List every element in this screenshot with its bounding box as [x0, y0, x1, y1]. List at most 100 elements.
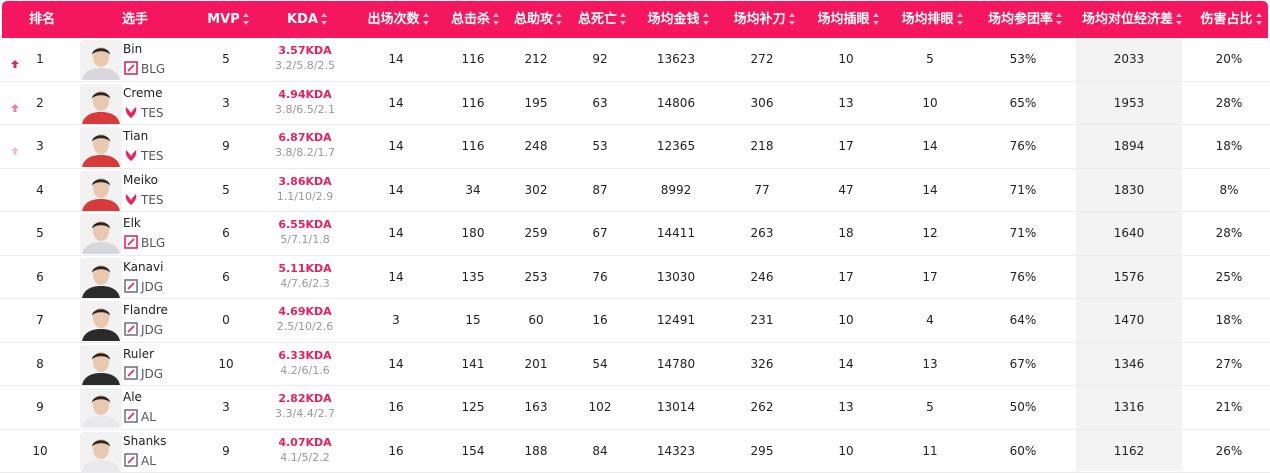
player-name[interactable]: Flandre: [123, 303, 168, 317]
header-avg-cs[interactable]: 场均补刀: [721, 1, 807, 38]
up-light-icon: [10, 141, 20, 151]
player-avatar[interactable]: [80, 301, 122, 341]
header-appearances[interactable]: 出场次数: [360, 1, 436, 38]
header-kills[interactable]: 总击杀: [442, 1, 508, 38]
player-avatar[interactable]: [80, 345, 122, 385]
sort-icon[interactable]: [789, 13, 795, 25]
avg-wards-value: 10: [803, 430, 889, 473]
avg-wards-cleared-value: 12: [887, 212, 973, 256]
up-mid-icon: [10, 98, 20, 108]
avg-wards-cleared-value: 5: [887, 386, 973, 430]
player-avatar[interactable]: [80, 388, 122, 428]
header-assists[interactable]: 总助攻: [505, 1, 571, 38]
avg-cs-value: 306: [719, 82, 805, 126]
sort-icon[interactable]: [620, 13, 626, 25]
header-damage-share[interactable]: 伤害占比: [1194, 1, 1268, 38]
appearances-value: 16: [358, 430, 434, 473]
header-kda[interactable]: KDA: [274, 1, 340, 38]
header-avg-wards[interactable]: 场均插眼: [805, 1, 891, 38]
header-mvp[interactable]: MVP: [198, 1, 258, 38]
rank-value: 7: [22, 299, 58, 343]
header-kill-participation[interactable]: 场均参团率: [975, 1, 1075, 38]
avg-gold-value: 13030: [633, 256, 719, 300]
player-avatar[interactable]: [80, 171, 122, 211]
appearances-value: 14: [358, 256, 434, 300]
player-name[interactable]: Tian: [123, 129, 148, 143]
damage-share-value: 28%: [1192, 212, 1266, 256]
sort-icon[interactable]: [873, 13, 879, 25]
player-avatar[interactable]: [80, 40, 122, 80]
sort-icon[interactable]: [243, 13, 249, 25]
rank-value: 9: [22, 386, 58, 430]
damage-share-value: 27%: [1192, 343, 1266, 387]
assists-value: 60: [503, 299, 569, 343]
sort-icon[interactable]: [957, 13, 963, 25]
player-name[interactable]: Creme: [123, 86, 163, 100]
team-name: BLG: [141, 62, 165, 76]
damage-share-value: 18%: [1192, 299, 1266, 343]
team-name: TES: [141, 149, 164, 163]
kda-value: 4.69KDA: [255, 305, 355, 319]
avg-wards-cleared-value: 17: [887, 256, 973, 300]
deaths-value: 84: [567, 430, 633, 473]
avg-cs-value: 77: [719, 169, 805, 213]
sort-icon[interactable]: [321, 13, 327, 25]
sort-icon[interactable]: [493, 13, 499, 25]
damage-share-value: 20%: [1192, 38, 1266, 82]
sort-icon[interactable]: [1176, 13, 1182, 25]
player-avatar[interactable]: [80, 258, 122, 298]
player-avatar[interactable]: [80, 432, 122, 472]
avg-gold-value: 14780: [633, 343, 719, 387]
player-name[interactable]: Ruler: [123, 347, 154, 361]
appearances-value: 14: [358, 125, 434, 169]
appearances-value: 14: [358, 169, 434, 213]
header-avg-gold[interactable]: 场均金钱: [635, 1, 721, 38]
header-deaths[interactable]: 总死亡: [569, 1, 635, 38]
player-avatar[interactable]: [80, 214, 122, 254]
mvp-value: 9: [196, 430, 256, 473]
avg-wards-value: 47: [803, 169, 889, 213]
kill-participation-value: 65%: [973, 82, 1073, 126]
sort-icon[interactable]: [1256, 13, 1262, 25]
kda-detail: 4.1/5/2.2: [255, 451, 355, 465]
player-name[interactable]: Ale: [123, 390, 142, 404]
player-name[interactable]: Shanks: [123, 434, 166, 448]
player-name[interactable]: Meiko: [123, 173, 158, 187]
player-avatar[interactable]: [80, 84, 122, 124]
avg-cs-value: 262: [719, 386, 805, 430]
kda-detail: 3.3/4.4/2.7: [255, 407, 355, 421]
avg-wards-value: 10: [803, 299, 889, 343]
header-avg-wards-label: 场均插眼: [817, 12, 869, 27]
player-team: AL: [124, 453, 156, 468]
header-gold-diff[interactable]: 场均对位经济差: [1072, 1, 1192, 38]
deaths-value: 76: [567, 256, 633, 300]
player-team: TES: [124, 192, 164, 207]
kda-value: 5.11KDA: [255, 262, 355, 276]
header-kills-label: 总击杀: [451, 12, 490, 27]
avg-gold-value: 13623: [633, 38, 719, 82]
sort-icon[interactable]: [556, 13, 562, 25]
sort-icon[interactable]: [1056, 13, 1062, 25]
sort-icon[interactable]: [423, 13, 429, 25]
deaths-value: 67: [567, 212, 633, 256]
kills-value: 116: [440, 82, 506, 126]
player-avatar[interactable]: [80, 127, 122, 167]
assists-value: 212: [503, 38, 569, 82]
rank-value: 4: [22, 169, 58, 213]
player-name[interactable]: Kanavi: [123, 260, 163, 274]
player-name[interactable]: Elk: [123, 216, 141, 230]
player-name[interactable]: Bin: [123, 42, 142, 56]
deaths-value: 16: [567, 299, 633, 343]
sort-icon[interactable]: [703, 13, 709, 25]
header-avg-wards-cleared[interactable]: 场均排眼: [889, 1, 975, 38]
